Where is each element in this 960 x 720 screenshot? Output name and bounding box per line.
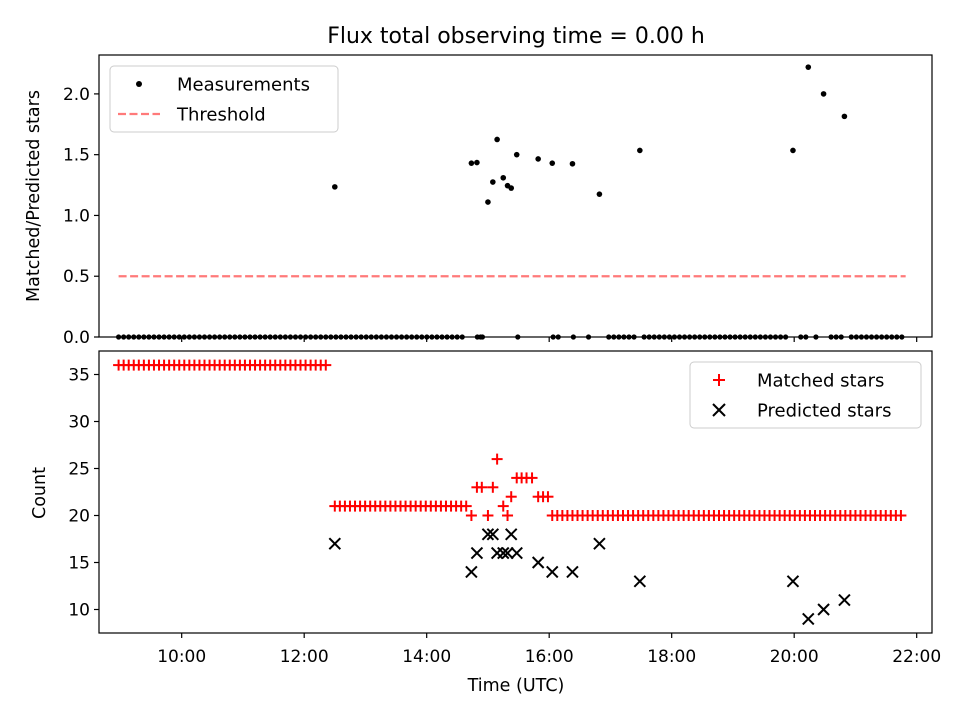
measurements-legend-label: Measurements: [177, 75, 310, 96]
matched-star-point: [482, 510, 494, 521]
count-xtick-label: 14:00: [402, 647, 451, 667]
measurement-point: [490, 179, 496, 185]
ratio-ytick-label: 1.5: [63, 146, 90, 166]
count-xtick-label: 16:00: [525, 647, 574, 667]
measurements-legend-marker: [136, 81, 142, 87]
count-ytick-label: 30: [68, 413, 90, 433]
ratio-panel: 0.00.51.01.52.0 Matched/Predicted stars …: [24, 54, 933, 348]
predicted-star-point: [465, 565, 478, 579]
predicted-legend-label: Predicted stars: [757, 401, 891, 422]
ratio-ytick-label: 0.0: [63, 328, 90, 348]
predicted-star-point: [497, 546, 510, 560]
count-xtick-label: 12:00: [280, 647, 329, 667]
measurement-point: [494, 136, 500, 143]
predicted-star-point: [593, 537, 606, 550]
measurement-point: [500, 174, 507, 181]
count-legend-box: [689, 361, 922, 429]
chart-title: Flux total observing time = 0.00 h: [327, 24, 705, 49]
measurement-point: [596, 191, 603, 197]
matched-legend-label: Matched stars: [757, 371, 884, 392]
measurement-point: [549, 160, 556, 166]
count-panel: 10 15 20 25 30 35 10:00 12:00 14:00 16:00 18:00 20…: [30, 350, 941, 696]
matched-star-point: [526, 472, 538, 484]
predicted-star-point: [510, 546, 523, 560]
matched-star-point: [895, 510, 907, 521]
predicted-star-point: [486, 528, 500, 541]
ratio-legend: Measurements Threshold: [109, 65, 339, 133]
count-y-axis-label: Count: [30, 467, 50, 519]
matched-star-point: [497, 500, 509, 512]
matched-star-point: [491, 453, 503, 465]
ratio-ytick-label: 2.0: [63, 85, 90, 105]
count-ytick-label: 15: [68, 554, 90, 574]
predicted-star-point: [505, 528, 518, 541]
threshold-legend-label: Threshold: [176, 105, 266, 126]
predicted-star-point: [501, 546, 514, 560]
predicted-star-point: [786, 575, 800, 588]
predicted-star-point: [566, 565, 579, 579]
measurement-point: [637, 147, 643, 154]
measurement-point: [485, 199, 491, 205]
matched-legend-marker: [713, 374, 725, 386]
predicted-star-point: [838, 593, 851, 607]
measurement-point: [820, 91, 827, 97]
predicted-star-point: [802, 612, 815, 626]
ratio-ytick-label: 0.5: [63, 267, 90, 287]
count-xtick-label: 20:00: [770, 647, 819, 667]
matched-star-point: [487, 481, 499, 493]
predicted-legend-marker: [712, 403, 726, 417]
count-legend: Matched stars Predicted stars: [689, 361, 922, 429]
count-panel-frame: [98, 350, 933, 634]
matched-star-point: [460, 500, 472, 512]
count-x-axis: 10:00 12:00 14:00 16:00 18:00 20:00 22:00: [157, 633, 941, 667]
predicted-star-point: [531, 556, 545, 569]
ratio-panel-frame: [98, 54, 933, 338]
measurement-point: [569, 160, 576, 167]
count-panel-marks: [113, 359, 907, 626]
count-xtick-label: 18:00: [647, 647, 696, 667]
count-ytick-label: 20: [68, 507, 90, 527]
ratio-y-axis-label: Matched/Predicted stars: [24, 90, 44, 302]
measurement-point: [474, 159, 480, 166]
count-ytick-label: 35: [68, 366, 90, 386]
ratio-ytick-label: 1.0: [63, 206, 90, 226]
measurement-point: [508, 185, 515, 191]
measurement-point: [841, 113, 848, 120]
matched-star-point: [502, 510, 514, 521]
predicted-star-point: [328, 537, 342, 550]
matched-star-point: [542, 491, 554, 503]
predicted-star-point: [470, 546, 484, 560]
predicted-star-point: [546, 565, 559, 579]
predicted-star-point: [633, 575, 647, 588]
matched-star-point: [320, 359, 332, 371]
count-ytick-label: 10: [68, 601, 90, 621]
matched-star-point: [465, 510, 477, 521]
ratio-legend-box: [109, 65, 339, 133]
count-xtick-label: 22:00: [892, 647, 941, 667]
measurement-point: [535, 156, 541, 162]
measurement-point: [332, 184, 338, 190]
matched-star-point: [505, 491, 517, 503]
measurement-point: [790, 147, 796, 154]
count-xtick-label: 10:00: [157, 647, 206, 667]
predicted-star-point: [481, 528, 495, 541]
x-axis-label: Time (UTC): [467, 676, 565, 696]
predicted-star-point: [817, 603, 830, 616]
measurement-point: [805, 64, 812, 70]
ratio-y-axis: 0.0 0.5 1.0 1.5 2.0: [63, 85, 99, 348]
count-ytick-label: 25: [68, 460, 90, 480]
ratio-x-ticks: [181, 337, 918, 342]
matched-star-point: [476, 481, 488, 493]
count-y-axis: 10 15 20 25 30 35: [68, 366, 99, 621]
measurement-point: [468, 160, 475, 166]
measurement-point: [513, 151, 520, 158]
